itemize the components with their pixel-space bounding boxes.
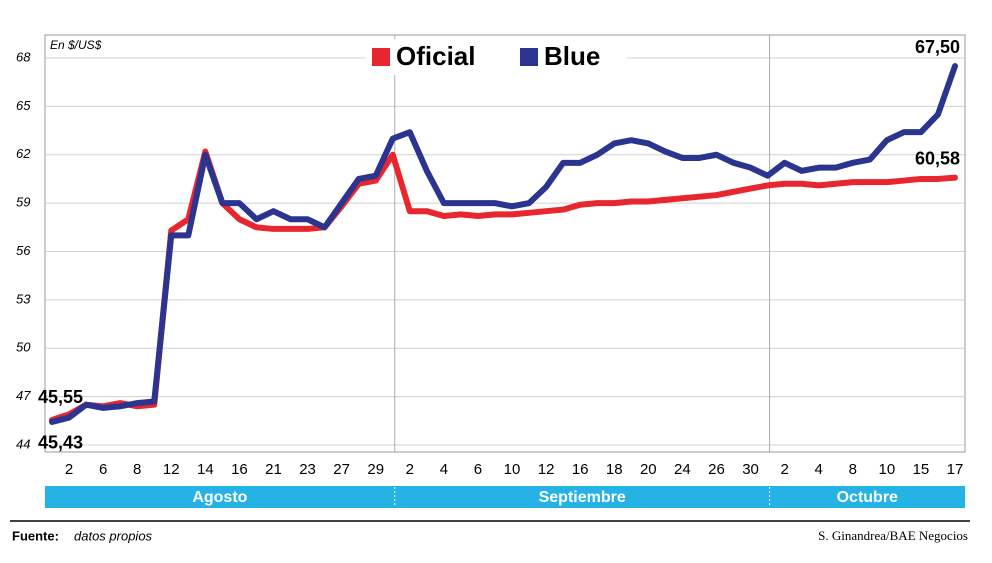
- x-tick-label: 8: [849, 461, 857, 478]
- y-tick-label: 59: [16, 195, 30, 210]
- month-label: Agosto: [192, 489, 247, 506]
- plot-frame: [44, 34, 966, 453]
- y-axis-label: En $/US$: [50, 38, 102, 52]
- x-tick-label: 10: [504, 461, 521, 478]
- x-tick-label: 4: [815, 461, 823, 478]
- legend-label: Oficial: [396, 41, 475, 71]
- x-tick-label: 29: [367, 461, 384, 478]
- x-tick-label: 23: [299, 461, 316, 478]
- source: datos propios: [74, 528, 153, 543]
- y-tick-label: 53: [16, 291, 31, 306]
- x-tick-label: 2: [780, 461, 788, 478]
- value-label: 45,55: [38, 387, 83, 407]
- legend-swatch: [520, 48, 538, 66]
- source-label: Fuente:: [12, 528, 59, 543]
- month-label: Septiembre: [539, 489, 626, 506]
- x-tick-label: 10: [879, 461, 896, 478]
- x-tick-label: 21: [265, 461, 282, 478]
- x-tick-label: 2: [406, 461, 414, 478]
- x-tick-label: 30: [742, 461, 759, 478]
- y-tick-label: 44: [16, 436, 30, 451]
- x-tick-label: 12: [538, 461, 555, 478]
- x-tick-label: 2: [65, 461, 73, 478]
- value-label: 60,58: [915, 148, 960, 168]
- x-tick-label: 26: [708, 461, 725, 478]
- x-tick-label: 18: [606, 461, 623, 478]
- series-line: [49, 63, 958, 425]
- y-tick-label: 47: [16, 388, 31, 403]
- y-tick-label: 65: [16, 98, 31, 113]
- legend-box: [365, 39, 627, 75]
- x-tick-label: 20: [640, 461, 657, 478]
- x-tick-label: 17: [947, 461, 964, 478]
- y-tick-label: 56: [16, 243, 31, 258]
- y-tick-label: 62: [16, 146, 31, 161]
- x-tick-label: 8: [133, 461, 141, 478]
- x-tick-label: 12: [163, 461, 180, 478]
- x-tick-label: 4: [440, 461, 448, 478]
- value-label: 67,50: [915, 37, 960, 57]
- x-tick-label: 16: [572, 461, 589, 478]
- credit: S. Ginandrea/BAE Negocios: [818, 528, 968, 543]
- legend-label: Blue: [544, 41, 600, 71]
- x-tick-label: 14: [197, 461, 214, 478]
- y-tick-label: 68: [16, 49, 31, 64]
- legend-swatch: [372, 48, 390, 66]
- x-tick-label: 15: [913, 461, 930, 478]
- y-tick-label: 50: [16, 340, 31, 355]
- month-band: [45, 486, 965, 508]
- x-tick-label: 24: [674, 461, 691, 478]
- value-label: 45,43: [38, 433, 83, 453]
- x-tick-label: 6: [99, 461, 107, 478]
- x-tick-label: 27: [333, 461, 350, 478]
- x-tick-label: 16: [231, 461, 248, 478]
- x-tick-label: 6: [474, 461, 482, 478]
- month-label: Octubre: [837, 489, 898, 506]
